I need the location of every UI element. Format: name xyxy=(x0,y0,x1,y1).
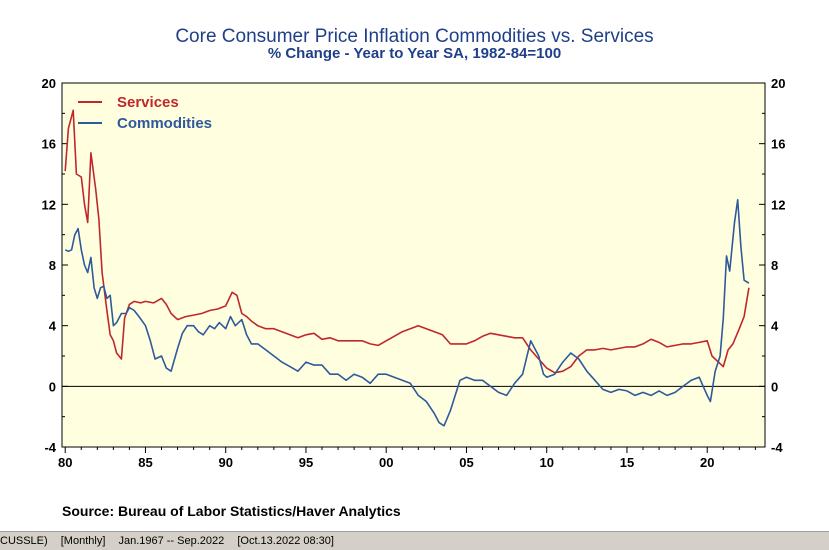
status-series-code: CUSSLE) xyxy=(0,535,48,547)
legend-label-services: Services xyxy=(117,94,179,111)
plot-area xyxy=(61,82,766,448)
y-tick-label-left: 8 xyxy=(49,258,56,273)
y-tick-label-left: 4 xyxy=(49,319,57,334)
y-tick-label-right: 20 xyxy=(771,76,785,91)
series-line-commodities xyxy=(64,199,750,427)
x-tick-label: 15 xyxy=(620,455,634,470)
y-tick-label-left: 16 xyxy=(42,137,56,152)
y-tick-label-right: 8 xyxy=(771,258,778,273)
status-timestamp: [Oct.13.2022 08:30] xyxy=(237,535,334,547)
y-tick-label-right: 12 xyxy=(771,197,785,212)
x-tick-label: 05 xyxy=(459,455,473,470)
x-tick-label: 10 xyxy=(539,455,553,470)
status-frequency: [Monthly] xyxy=(60,535,106,547)
y-tick-label-left: 20 xyxy=(42,76,56,91)
x-tick-label: 90 xyxy=(218,455,232,470)
y-tick-label-right: 0 xyxy=(771,379,778,394)
y-tick-label-right: 4 xyxy=(771,319,779,334)
status-date-range: Jan.1967 -- Sep.2022 xyxy=(118,535,225,547)
status-bar: CUSSLE) [Monthly] Jan.1967 -- Sep.2022 [… xyxy=(0,531,829,550)
x-tick-label: 95 xyxy=(299,455,313,470)
x-tick-label: 20 xyxy=(700,455,714,470)
y-tick-label-left: 12 xyxy=(42,197,56,212)
source-note: Source: Bureau of Labor Statistics/Haver… xyxy=(62,503,401,519)
x-tick-label: 00 xyxy=(379,455,393,470)
y-tick-label-right: -4 xyxy=(771,440,783,455)
x-tick-label: 80 xyxy=(58,455,72,470)
series-line-services xyxy=(64,109,750,374)
y-tick-label-left: -4 xyxy=(44,440,56,455)
y-tick-label-right: 16 xyxy=(771,137,785,152)
legend-label-commodities: Commodities xyxy=(117,115,212,132)
x-tick-label: 85 xyxy=(138,455,152,470)
y-tick-label-left: 0 xyxy=(49,379,56,394)
chart-subtitle: % Change - Year to Year SA, 1982-84=100 xyxy=(267,45,562,62)
chart-title: Core Consumer Price Inflation Commoditie… xyxy=(175,26,654,47)
